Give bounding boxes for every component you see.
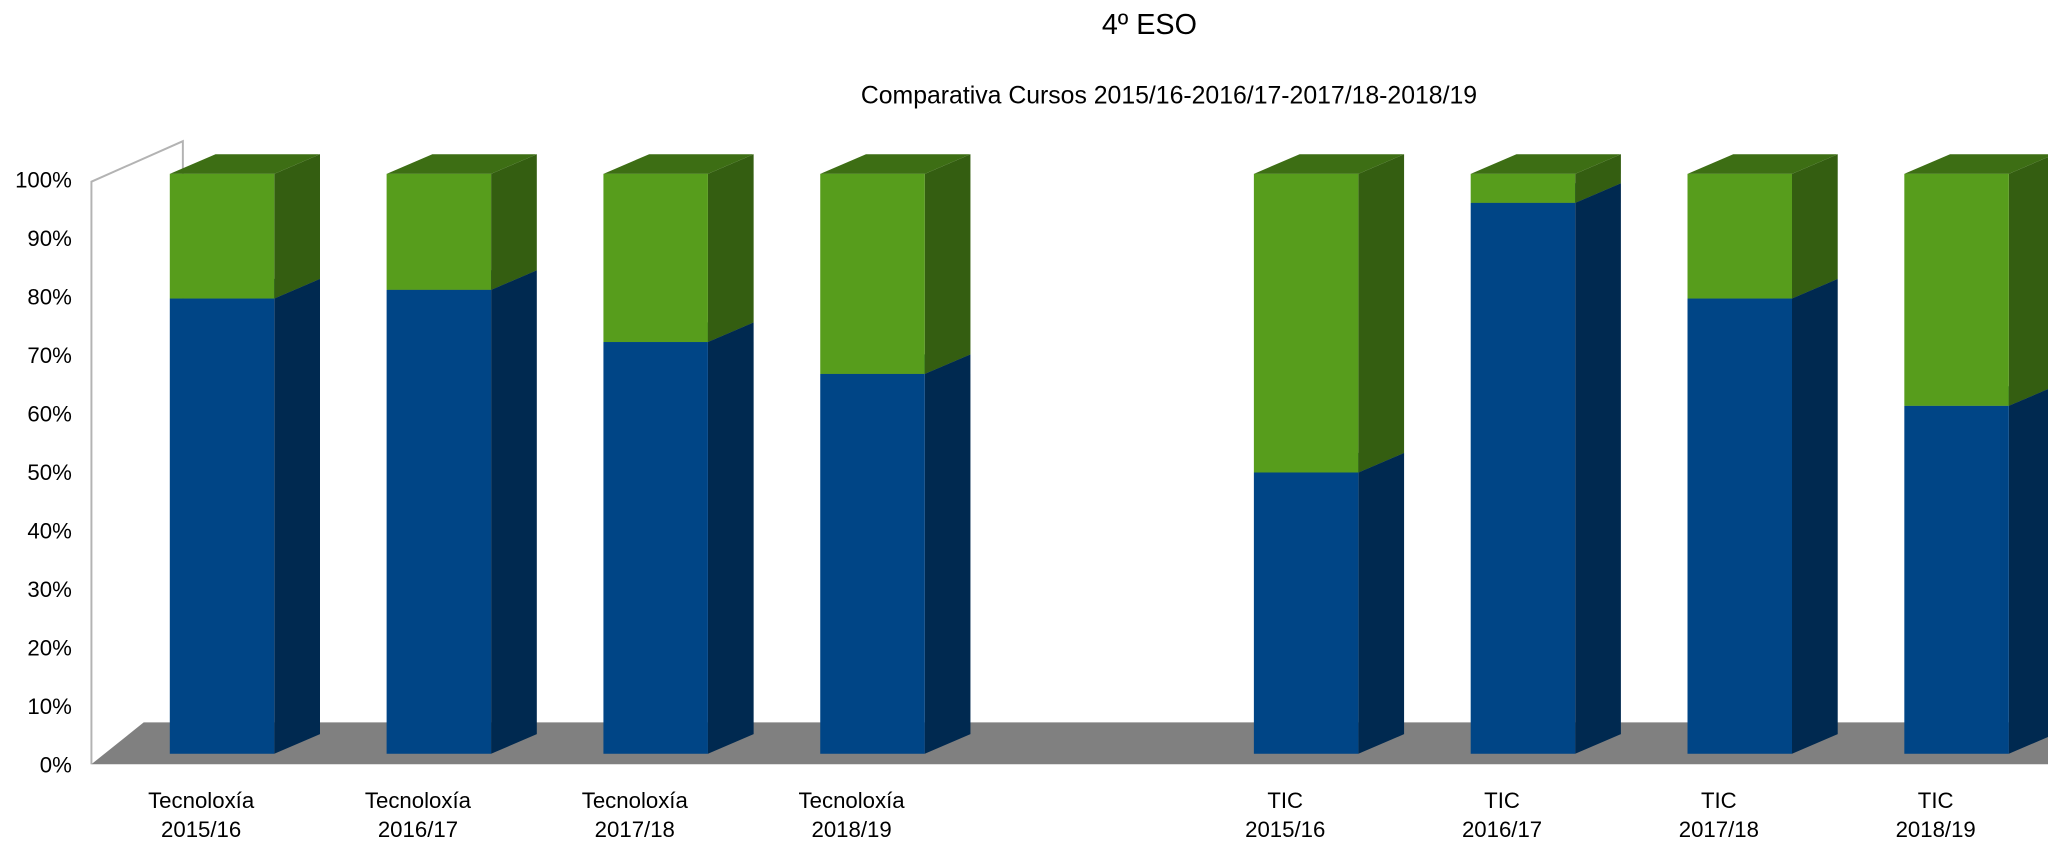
bar [169, 278, 320, 754]
x-tick-label: Tecnoloxía 2016/17 [365, 788, 472, 842]
x-tick-label: TIC 2016/17 [1462, 788, 1542, 842]
bar [169, 154, 320, 299]
bar-side [2008, 389, 2048, 754]
bar-front [1687, 173, 1792, 299]
bar-top [386, 154, 537, 174]
bar-side [1358, 154, 1405, 473]
bar-top [603, 154, 754, 174]
bar [386, 270, 537, 754]
y-tick-label: 0% [40, 753, 72, 778]
y-tick-label: 40% [27, 519, 71, 544]
bar-side [1358, 452, 1405, 754]
y-tick-label: 20% [27, 636, 71, 661]
bar-side [707, 322, 754, 754]
bar-side [491, 154, 537, 290]
bar-front [1253, 472, 1359, 754]
bar [1687, 154, 1838, 299]
y-tick-label: 10% [27, 694, 71, 719]
bar-front [603, 173, 708, 343]
y-tick-label: 90% [27, 226, 71, 251]
x-tick-label: Tecnoloxía 2018/19 [799, 788, 906, 842]
bar-side [924, 154, 971, 374]
bar [820, 354, 971, 754]
x-tick-label: TIC 2017/18 [1679, 788, 1759, 842]
bar [1904, 386, 2048, 754]
bar-side [491, 270, 537, 754]
bar-front [820, 173, 925, 374]
x-tick-label: Tecnoloxía 2017/18 [582, 788, 689, 842]
bar-front [1904, 173, 2009, 406]
bar-top [1253, 154, 1405, 174]
bar-front [169, 298, 275, 754]
bar-top [1470, 154, 1621, 174]
bar-front [386, 173, 492, 290]
bar [1470, 183, 1621, 754]
bar-front [603, 342, 708, 754]
y-tick-label: 80% [27, 285, 71, 310]
bar [1470, 154, 1621, 203]
chart-title: 4º ESO [1102, 9, 1197, 41]
bar [603, 322, 754, 754]
y-tick-label: 70% [27, 343, 71, 368]
bar-side [707, 154, 754, 343]
bar [1253, 452, 1405, 754]
bar-side [1792, 278, 1838, 754]
y-tick-label: 100% [15, 168, 72, 193]
bar-side [274, 154, 320, 299]
bar-top [1904, 154, 2048, 174]
bar-top [820, 154, 971, 174]
bar-side [1575, 154, 1621, 203]
bar-side [274, 278, 320, 754]
bar [386, 154, 537, 290]
x-tick-label: TIC 2018/19 [1896, 788, 1976, 842]
bar [1253, 154, 1405, 473]
bar [603, 154, 754, 343]
bar [820, 154, 971, 374]
bar-front [1687, 298, 1792, 754]
bar-front [1470, 202, 1576, 754]
y-tick-label: 30% [27, 577, 71, 602]
bar-top [1687, 154, 1838, 174]
bar-front [1470, 173, 1576, 203]
back-wall [90, 139, 184, 765]
bar-front [1253, 173, 1359, 473]
bar-side [1792, 154, 1838, 299]
bar-side [924, 354, 971, 754]
bar-top [169, 154, 320, 174]
chart-subtitle: Comparativa Cursos 2015/16-2016/17-2017/… [861, 82, 1477, 109]
bar-front [1904, 405, 2009, 754]
y-tick-label: 60% [27, 402, 71, 427]
bar-front [386, 289, 492, 754]
y-tick-label: 50% [27, 460, 71, 485]
bar-front [169, 173, 275, 299]
x-tick-label: Tecnoloxía 2015/16 [148, 788, 255, 842]
bar-side [2008, 157, 2048, 406]
bar-side [1575, 183, 1621, 754]
bar [1687, 278, 1838, 754]
bar [1904, 154, 2048, 406]
x-tick-label: TIC 2015/16 [1245, 788, 1325, 842]
bar-front [820, 373, 925, 754]
